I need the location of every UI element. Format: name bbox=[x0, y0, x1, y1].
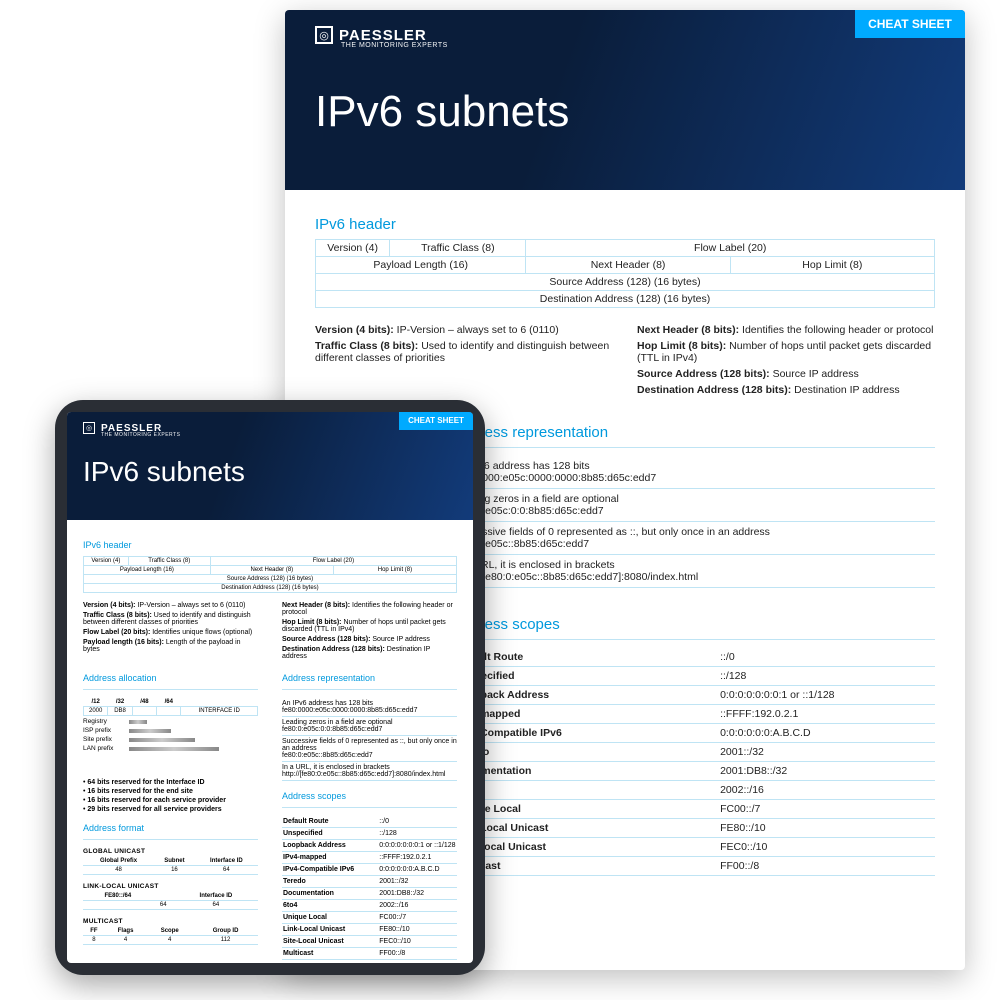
header-small: CHEAT SHEET ◎ PAESSLER THE MONITORING EX… bbox=[67, 412, 473, 520]
section-title-repr-small: Address representation bbox=[282, 673, 457, 683]
section-title-scopes-small: Address scopes bbox=[282, 791, 457, 801]
page-title-small: IPv6 subnets bbox=[83, 456, 457, 488]
brand-mark-icon-small: ◎ bbox=[83, 422, 95, 434]
section-title-format-small: Address format bbox=[83, 823, 258, 833]
cheatsheet-small: CHEAT SHEET ◎ PAESSLER THE MONITORING EX… bbox=[67, 412, 473, 963]
section-title-header-small: IPv6 header bbox=[83, 540, 457, 550]
section-title-scopes: Address scopes bbox=[453, 616, 935, 633]
address-representation: An IPv6 address has 128 bits fe80:0000:e… bbox=[453, 456, 935, 588]
section-title-alloc-small: Address allocation bbox=[83, 673, 258, 683]
brand-mark-icon: ◎ bbox=[315, 26, 333, 44]
ipv6-header-table-small: Version (4)Traffic Class (8)Flow Label (… bbox=[83, 556, 457, 593]
brand-name: PAESSLER bbox=[339, 27, 427, 44]
format-link-table: FE80::/64Interface ID 6464 bbox=[83, 892, 258, 910]
format-multi-table: FFFlagsScopeGroup ID 844112 bbox=[83, 927, 258, 945]
tablet-frame: CHEAT SHEET ◎ PAESSLER THE MONITORING EX… bbox=[55, 400, 485, 975]
format-link-label: LINK-LOCAL UNICAST bbox=[83, 883, 258, 890]
badge: CHEAT SHEET bbox=[855, 10, 965, 38]
alloc-diagram: Registry ISP prefix Site prefix LAN pref… bbox=[83, 718, 258, 773]
body-small: IPv6 header Version (4)Traffic Class (8)… bbox=[67, 520, 473, 963]
address-scopes-table-small: Default Route::/0 Unspecified::/128 Loop… bbox=[282, 816, 457, 960]
format-global-table: Global PrefixSubnetInterface ID 481664 bbox=[83, 857, 258, 875]
format-global-label: GLOBAL UNICAST bbox=[83, 848, 258, 855]
field-descriptions: Version (4 bits): IP-Version – always se… bbox=[315, 320, 935, 400]
badge-small: CHEAT SHEET bbox=[399, 412, 473, 430]
lower-columns-small: Address allocation /12/32/48/64 2000DB8I… bbox=[83, 663, 457, 960]
section-title-repr: Address representation bbox=[453, 424, 935, 441]
brand-tagline-small: THE MONITORING EXPERTS bbox=[101, 432, 457, 438]
header: CHEAT SHEET ◎ PAESSLER THE MONITORING EX… bbox=[285, 10, 965, 190]
field-descriptions-small: Version (4 bits): IP-Version – always se… bbox=[83, 599, 457, 663]
address-representation-small: An IPv6 address has 128 bits fe80:0000:e… bbox=[282, 698, 457, 781]
ipv6-header-table: Version (4)Traffic Class (8)Flow Label (… bbox=[315, 239, 935, 308]
alloc-bullets: 64 bits reserved for the Interface ID 16… bbox=[83, 779, 258, 813]
alloc-ticks: /12/32/48/64 2000DB8INTERFACE ID bbox=[83, 698, 258, 716]
format-multi-label: MULTICAST bbox=[83, 918, 258, 925]
brand-tagline: THE MONITORING EXPERTS bbox=[341, 42, 935, 49]
section-title-header: IPv6 header bbox=[315, 216, 935, 233]
right-column: Address representation An IPv6 address h… bbox=[453, 414, 935, 876]
page-title: IPv6 subnets bbox=[315, 87, 935, 137]
address-scopes-table: Default Route::/0 Unspecified::/128 Loop… bbox=[453, 648, 935, 876]
